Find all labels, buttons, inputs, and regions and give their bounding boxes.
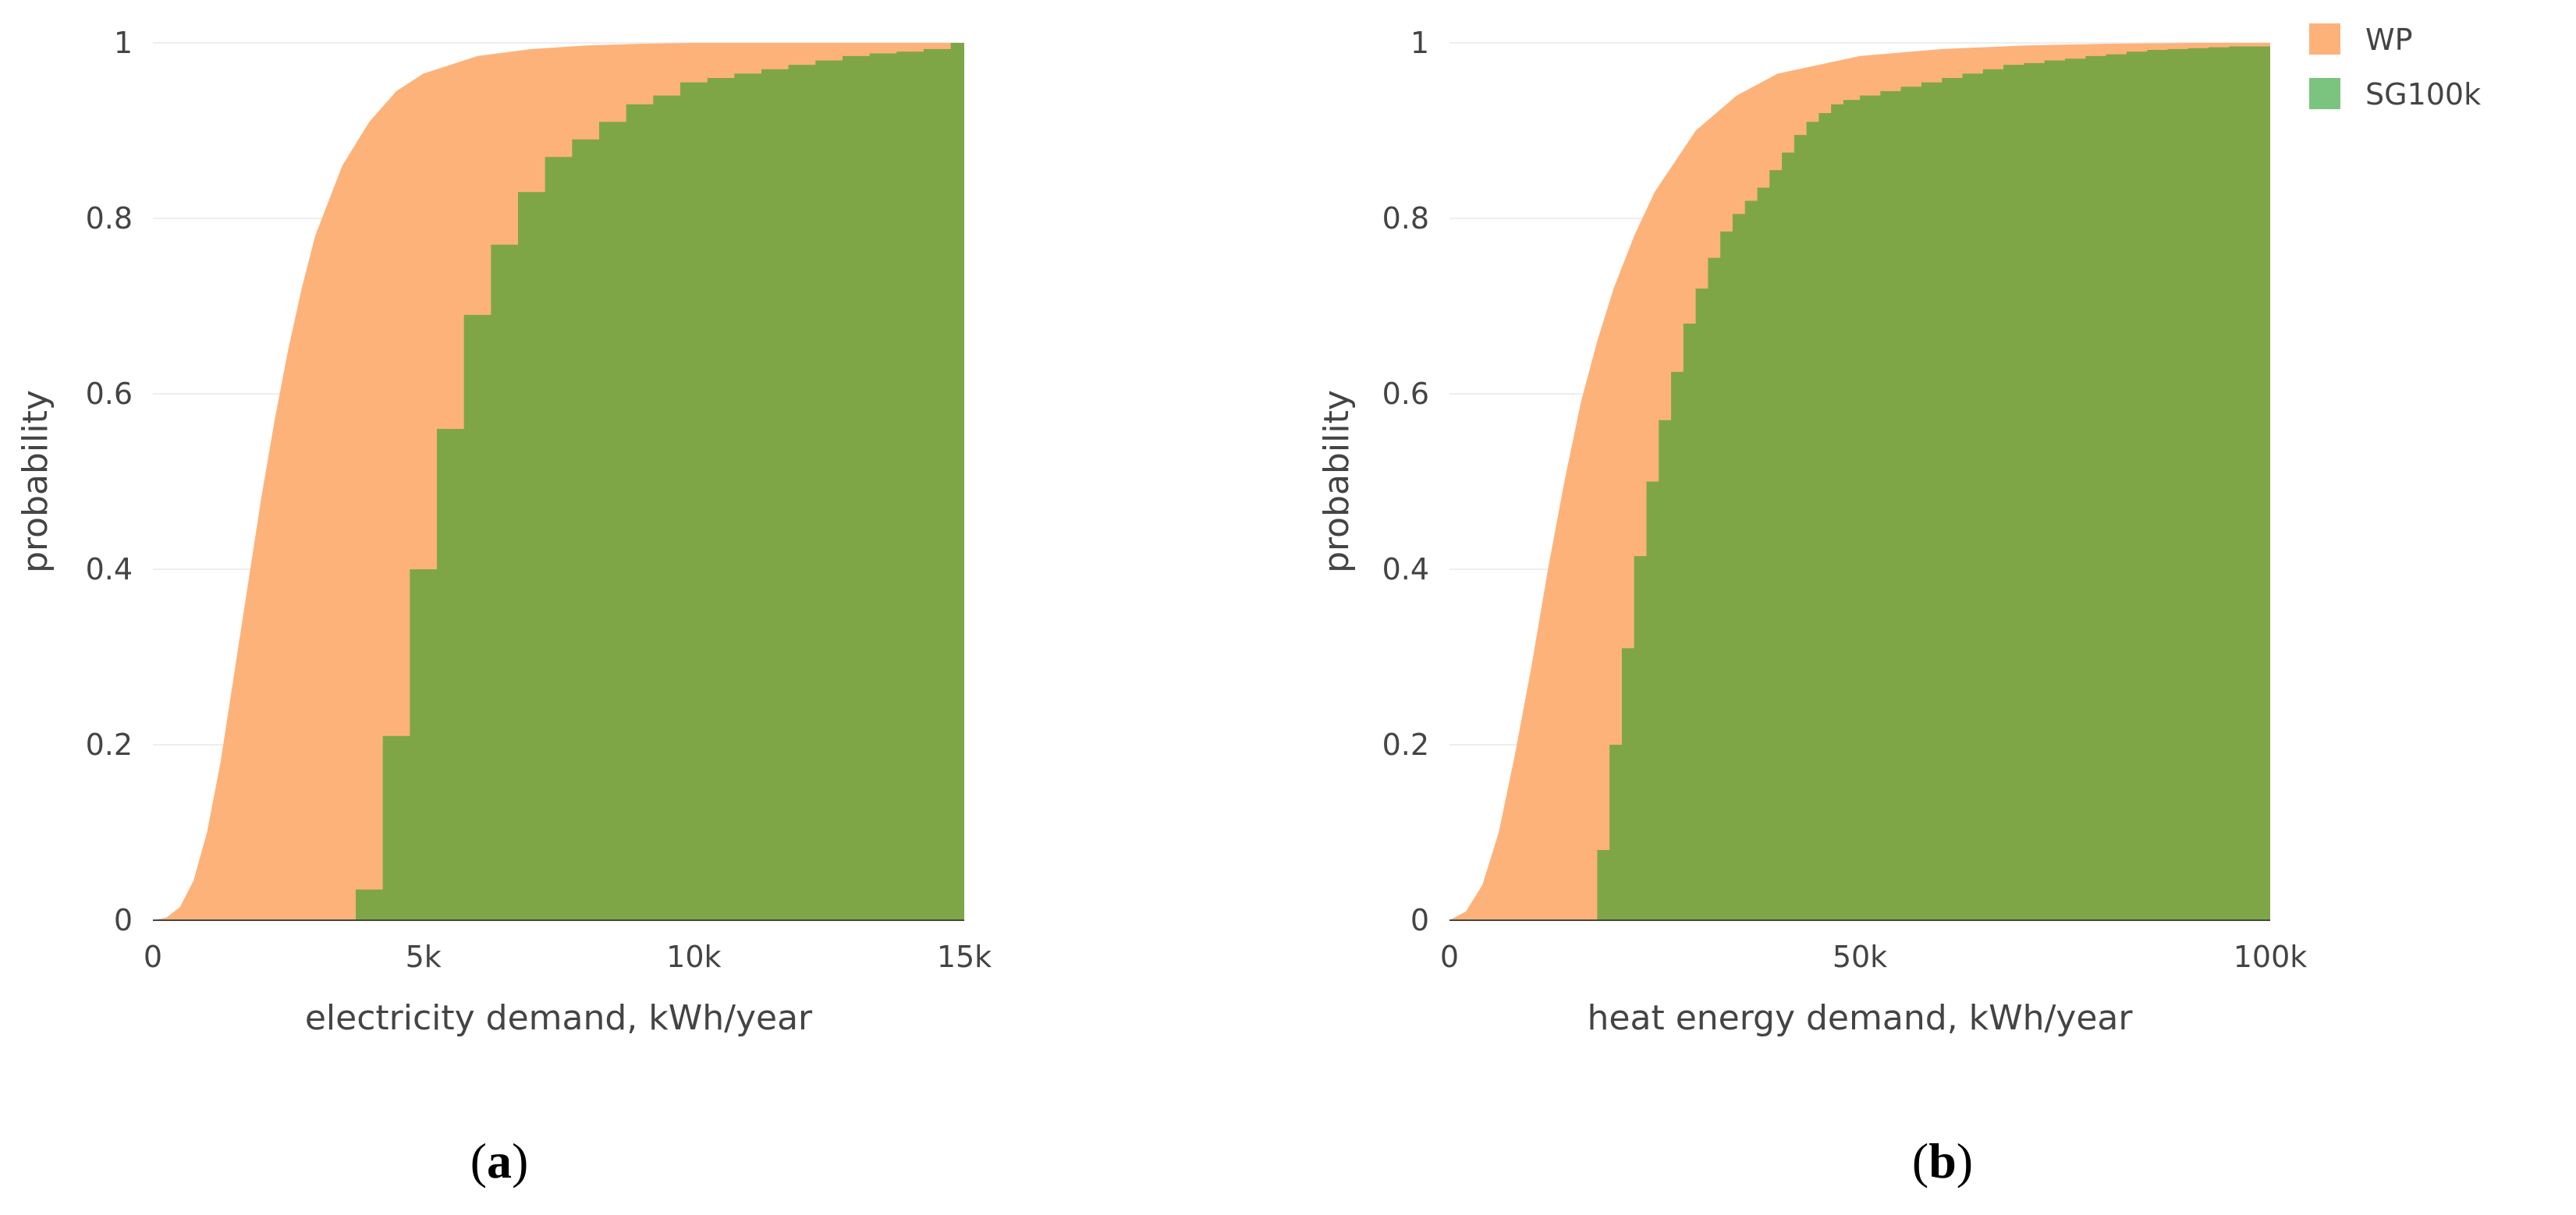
panel-a-y-tick-label: 0.8 xyxy=(86,201,133,236)
panel-label-b: (b) xyxy=(1912,1133,1973,1188)
legend-swatch-sg100k xyxy=(2309,78,2340,109)
panel-a-x-tick-label: 5k xyxy=(406,940,442,974)
panel-b-chart: 0 0.2 0.4 0.6 0.8 1 0 50k 100k heat energy demand… xyxy=(1317,26,2307,1038)
panel-b-y-tick-label: 0.6 xyxy=(1382,377,1429,411)
legend-label-wp: WP xyxy=(2365,23,2413,57)
panel-a-series-sg100k-area xyxy=(356,43,964,920)
legend-swatch-wp xyxy=(2309,23,2340,55)
panel-a-y-axis-title: probability xyxy=(16,390,55,573)
panel-b-x-tick-label: 50k xyxy=(1833,940,1887,974)
panel-b-x-tick-label: 100k xyxy=(2234,940,2308,974)
legend: WP SG100k xyxy=(2309,23,2481,112)
panel-a-y-tick-label: 0.4 xyxy=(86,552,133,586)
panel-a-x-tick-label: 15k xyxy=(937,940,992,974)
panel-b-x-tick-label: 0 xyxy=(1440,940,1459,974)
panel-label-a: (a) xyxy=(470,1133,529,1188)
panel-b-y-tick-label: 0 xyxy=(1410,903,1429,937)
panel-a-y-tick-label: 0 xyxy=(114,903,133,937)
panel-a-x-axis-title: electricity demand, kWh/year xyxy=(305,998,813,1038)
panel-a-x-tick-label: 10k xyxy=(666,940,721,974)
panel-b-y-tick-label: 0.4 xyxy=(1382,552,1429,586)
panel-b-x-axis-title: heat energy demand, kWh/year xyxy=(1588,998,2134,1038)
panel-a-x-tick-label: 0 xyxy=(144,940,162,974)
panel-a-y-tick-label: 1 xyxy=(114,26,133,60)
panel-b-y-tick-label: 0.8 xyxy=(1382,201,1429,236)
panel-b-y-axis-title: probability xyxy=(1317,390,1357,573)
panel-a-y-tick-label: 0.6 xyxy=(86,377,133,411)
panel-a-y-tick-label: 0.2 xyxy=(86,728,133,762)
panel-b-series-sg100k-area xyxy=(1597,45,2270,920)
panel-a-chart: 0 0.2 0.4 0.6 0.8 1 0 5k 10k 15k electricity deman… xyxy=(16,26,992,1038)
legend-label-sg100k: SG100k xyxy=(2365,77,2481,112)
panel-b-y-tick-label: 0.2 xyxy=(1382,728,1429,762)
panel-b-y-tick-label: 1 xyxy=(1410,26,1429,60)
